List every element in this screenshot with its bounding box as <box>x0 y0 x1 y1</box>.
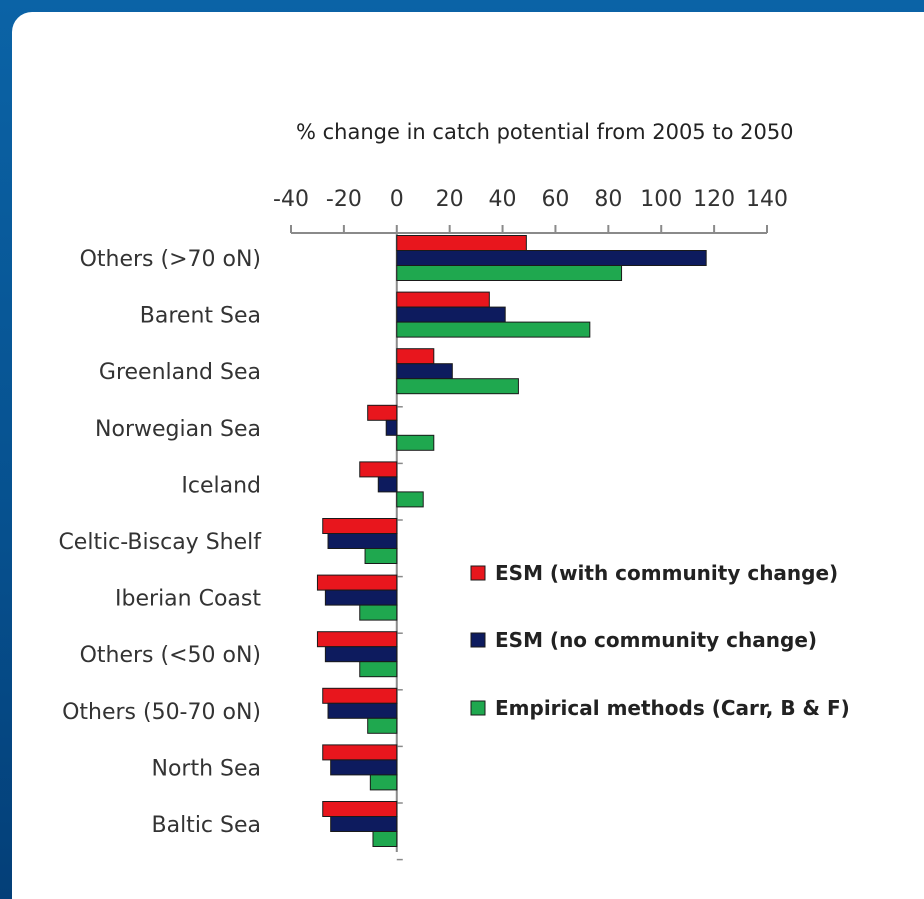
legend: ESM (with community change) ESM (no commu… <box>470 561 850 720</box>
bar-empirical <box>369 774 398 791</box>
bar-esm-community <box>396 291 490 308</box>
bar-esm-no-community <box>330 759 398 776</box>
bars <box>316 235 707 847</box>
x-tick-label: 40 <box>489 187 517 212</box>
bar-esm-no-community <box>324 589 398 606</box>
x-tick-label: -20 <box>326 187 362 212</box>
bar-esm-community <box>322 744 398 761</box>
chart-title: % change in catch potential from 2005 to… <box>296 120 794 144</box>
bar-empirical <box>364 548 398 564</box>
category-label: Others (>70 oN) <box>80 247 261 272</box>
chart-panel: % change in catch potential from 2005 to… <box>12 12 924 899</box>
catch-potential-chart: % change in catch potential from 2005 to… <box>58 120 850 861</box>
bar-empirical <box>359 604 398 621</box>
bar-esm-no-community <box>396 306 506 323</box>
bar-empirical <box>359 661 398 678</box>
x-tick-label: 100 <box>640 187 682 212</box>
x-axis: -40 -20 0 20 40 60 80 100 120 140 <box>273 187 788 861</box>
legend-swatch <box>470 565 486 581</box>
bar-empirical <box>396 321 591 338</box>
bar-esm-no-community <box>330 816 398 832</box>
category-label: Iberian Coast <box>115 587 261 612</box>
category-label: Others (<50 oN) <box>80 643 261 668</box>
bar-esm-community <box>316 631 398 648</box>
x-tick-label: 140 <box>746 187 788 212</box>
legend-swatch <box>470 700 486 716</box>
bar-esm-no-community <box>385 419 398 436</box>
x-tick-label: 20 <box>436 187 464 212</box>
legend-label: ESM (no community change) <box>495 628 817 652</box>
x-tick-label: 80 <box>594 187 622 212</box>
legend-label: Empirical methods (Carr, B & F) <box>495 696 850 720</box>
bar-esm-community <box>322 801 398 817</box>
x-tick-label: 0 <box>390 187 404 212</box>
bar-esm-community <box>316 574 398 591</box>
bar-esm-no-community <box>377 476 398 493</box>
bar-esm-no-community <box>396 363 453 380</box>
bar-esm-no-community <box>396 250 707 266</box>
bar-esm-no-community <box>324 646 398 663</box>
bar-esm-no-community <box>327 533 398 549</box>
bar-empirical <box>367 717 398 734</box>
bar-empirical <box>372 831 398 847</box>
bar-esm-community <box>359 461 398 478</box>
category-label: Barent Sea <box>140 304 261 329</box>
category-labels: Others (>70 oN) Barent Sea Greenland Sea No… <box>58 247 262 838</box>
bar-empirical <box>396 434 435 451</box>
bar-esm-community <box>322 518 398 534</box>
category-label: Baltic Sea <box>152 813 262 838</box>
category-label: Norwegian Sea <box>95 417 261 442</box>
bar-esm-no-community <box>327 702 398 719</box>
bar-empirical <box>396 265 623 281</box>
category-label: Iceland <box>181 473 261 498</box>
legend-label: ESM (with community change) <box>495 561 838 585</box>
bar-esm-community <box>322 687 398 704</box>
bar-esm-community <box>367 404 398 421</box>
x-tick-label: 120 <box>693 187 735 212</box>
bar-empirical <box>396 491 424 508</box>
bar-empirical <box>396 378 519 395</box>
x-tick-label: 60 <box>541 187 569 212</box>
bar-esm-community <box>396 235 527 251</box>
category-label: Celtic-Biscay Shelf <box>58 530 262 555</box>
category-label: Others (50-70 oN) <box>62 700 261 725</box>
bar-esm-community <box>396 348 435 365</box>
category-label: North Sea <box>151 756 261 781</box>
x-tick-label: -40 <box>273 187 309 212</box>
category-label: Greenland Sea <box>99 360 261 385</box>
legend-swatch <box>470 632 486 648</box>
